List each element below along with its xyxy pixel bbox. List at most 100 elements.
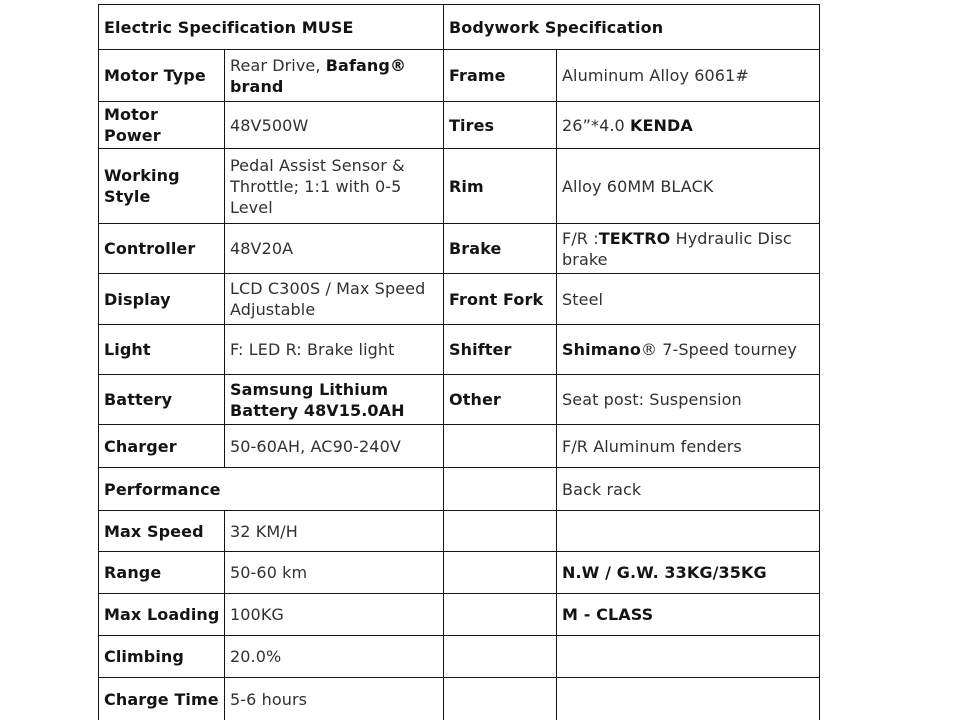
- table-row: Charger 50-60AH, AC90-240V F/R Aluminum fe…: [98, 424, 821, 468]
- value-m-class: M - CLASS: [556, 593, 821, 636]
- value-text: 50-60 km: [230, 563, 308, 582]
- value-text: 48V20A: [230, 239, 294, 258]
- value-charge-time: 5-6 hours: [223, 677, 445, 720]
- value-text: Hydraulic Disc brake: [562, 228, 792, 269]
- value-motor-type: Rear Drive, Bafang® brand: [223, 49, 445, 102]
- value-front-fork: Steel: [556, 273, 821, 325]
- table-row: Charge Time 5-6 hours: [98, 677, 821, 720]
- value-text: Steel: [562, 289, 604, 309]
- label-empty: [443, 635, 558, 678]
- value-f-r-aluminum-fenders: F/R Aluminum fenders: [556, 424, 821, 468]
- value-n-w-g-w-33kg-35kg: N.W / G.W. 33KG/35KG: [556, 551, 821, 594]
- table-row: Controller 48V20A Brake F/R :TEKTRO Hydraul…: [98, 223, 821, 274]
- value-motor-power: 48V500W: [223, 101, 445, 149]
- value-text: Rear Drive,: [230, 55, 326, 75]
- header-bodywork-specification: Bodywork Specification: [443, 4, 821, 50]
- value-text: F/R :: [562, 228, 599, 248]
- label-performance: Performance: [97, 467, 445, 511]
- label-working-style: Working Style: [98, 148, 225, 224]
- label-display: Display: [98, 273, 225, 325]
- value-brake: F/R :TEKTRO Hydraulic Disc brake: [556, 223, 821, 274]
- value-empty: [556, 510, 821, 552]
- table-row: Motor Type Rear Drive, Bafang® brand Frame…: [98, 49, 821, 102]
- spec-table-body: Electric Specification MUSE Bodywork Spe…: [97, 4, 821, 720]
- label-range: Range: [98, 551, 225, 594]
- value-text: Seat post: Suspension: [562, 390, 742, 409]
- value-shifter: Shimano® 7-Speed tourney: [556, 324, 821, 375]
- label-frame: Frame: [443, 49, 558, 102]
- value-text: 48V500W: [230, 115, 309, 135]
- table-row: Climbing 20.0%: [98, 635, 821, 678]
- label-empty: [443, 424, 558, 468]
- value-text: Alloy 60MM BLACK: [562, 176, 714, 196]
- label-brake: Brake: [443, 223, 558, 274]
- value-light: F: LED R: Brake light: [223, 324, 445, 375]
- value-charger: 50-60AH, AC90-240V: [223, 424, 445, 468]
- label-battery: Battery: [98, 374, 225, 425]
- value-text: LCD C300S / Max Speed Adjustable: [230, 279, 426, 319]
- label-other: Other: [443, 374, 558, 425]
- table-row: Working Style Pedal Assist Sensor & Throt…: [98, 148, 821, 224]
- table-row: Max Loading 100KG M - CLASS: [98, 593, 821, 636]
- value-bold-text: TEKTRO: [598, 228, 671, 248]
- label-shifter: Shifter: [443, 324, 558, 375]
- label-empty: [443, 551, 558, 594]
- value-bold-text: M - CLASS: [562, 605, 654, 624]
- table-row: Display LCD C300S / Max Speed Adjustable F…: [98, 273, 821, 325]
- label-front-fork: Front Fork: [443, 273, 558, 325]
- value-controller: 48V20A: [223, 223, 445, 274]
- label-climbing: Climbing: [98, 635, 225, 678]
- value-text: ® 7-Speed tourney: [640, 340, 797, 359]
- label-tires: Tires: [443, 101, 558, 149]
- value-range: 50-60 km: [223, 551, 445, 594]
- value-display: LCD C300S / Max Speed Adjustable: [223, 273, 445, 325]
- value-empty: [556, 635, 821, 678]
- value-max-loading: 100KG: [223, 593, 445, 636]
- value-text: Pedal Assist Sensor & Throttle; 1:1 with…: [230, 155, 405, 217]
- label-empty: [443, 677, 558, 720]
- table-row: Light F: LED R: Brake light Shifter Shimano…: [98, 324, 821, 375]
- value-other: Seat post: Suspension: [556, 374, 821, 425]
- value-bold-text: Shimano: [562, 340, 641, 359]
- label-charge-time: Charge Time: [98, 677, 225, 720]
- value-bold-text: KENDA: [630, 115, 693, 135]
- value-text: 32 KM/H: [230, 521, 298, 541]
- value-bold-text: Bafang® brand: [230, 55, 407, 96]
- value-bold-text: N.W / G.W. 33KG/35KG: [562, 563, 767, 582]
- label-motor-type: Motor Type: [98, 49, 225, 102]
- value-back-rack: Back rack: [556, 467, 821, 511]
- value-text: F: LED R: Brake light: [230, 340, 395, 359]
- value-max-speed: 32 KM/H: [223, 510, 445, 552]
- label-empty: [443, 467, 558, 511]
- table-row: Battery Samsung Lithium Battery 48V15.0AH…: [98, 374, 821, 425]
- label-controller: Controller: [98, 223, 225, 274]
- header-electric-specification: Electric Specification MUSE: [97, 4, 445, 50]
- value-text: 20.0%: [230, 647, 282, 666]
- value-battery: Samsung Lithium Battery 48V15.0AH: [223, 374, 445, 425]
- header-row: Electric Specification MUSE Bodywork Spe…: [97, 4, 821, 50]
- label-motor-power: Motor Power: [98, 101, 225, 149]
- table-row: Max Speed 32 KM/H: [98, 510, 821, 552]
- value-text: Back rack: [562, 479, 642, 499]
- value-empty: [556, 677, 821, 720]
- value-bold-text: Samsung Lithium Battery 48V15.0AH: [230, 379, 405, 420]
- label-rim: Rim: [443, 148, 558, 224]
- label-light: Light: [98, 324, 225, 375]
- value-frame: Aluminum Alloy 6061#: [556, 49, 821, 102]
- value-working-style: Pedal Assist Sensor & Throttle; 1:1 with…: [223, 148, 445, 224]
- label-charger: Charger: [98, 424, 225, 468]
- label-empty: [443, 593, 558, 636]
- value-text: F/R Aluminum fenders: [562, 436, 742, 456]
- value-text: Aluminum Alloy 6061#: [562, 66, 749, 85]
- table-row: Performance Back rack: [97, 467, 821, 511]
- table-row: Motor Power 48V500W Tires 26”*4.0 KENDA: [98, 101, 821, 149]
- label-empty: [443, 510, 558, 552]
- label-max-speed: Max Speed: [98, 510, 225, 552]
- value-climbing: 20.0%: [223, 635, 445, 678]
- label-max-loading: Max Loading: [98, 593, 225, 636]
- value-tires: 26”*4.0 KENDA: [556, 101, 821, 149]
- value-text: 50-60AH, AC90-240V: [230, 436, 401, 456]
- specification-table: Electric Specification MUSE Bodywork Spe…: [97, 4, 821, 720]
- value-text: 26”*4.0: [562, 115, 630, 135]
